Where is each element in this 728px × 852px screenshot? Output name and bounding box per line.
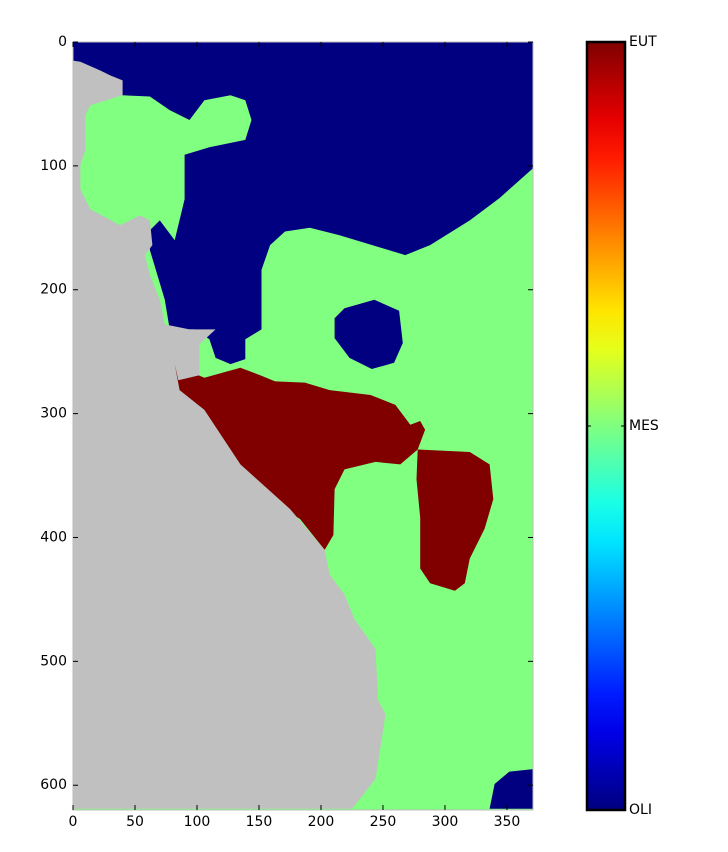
y-tick-label: 600 (40, 777, 67, 793)
y-tick-label: 400 (40, 529, 67, 545)
y-tick-label: 500 (40, 653, 67, 669)
region (416, 449, 494, 591)
y-tick-label: 200 (40, 282, 67, 298)
x-tick-label: 300 (432, 814, 459, 830)
region (73, 42, 533, 365)
x-tick-label: 250 (370, 814, 397, 830)
y-tick-label: 300 (40, 406, 67, 422)
region (174, 361, 426, 550)
colorbar-tick-label: MES (629, 418, 659, 434)
x-tick-label: 50 (126, 814, 144, 830)
x-tick-label: 0 (69, 814, 78, 830)
y-tick-label: 100 (40, 158, 67, 174)
region (489, 769, 533, 809)
colorbar-tick-label: EUT (629, 34, 657, 50)
x-tick-label: 350 (494, 814, 521, 830)
axes: 0 50 100 150 200 250 300 350 0 100 200 300 400 500 600… (40, 34, 659, 830)
y-tick-label: 0 (58, 34, 67, 50)
colorbar-tick-label: OLI (629, 802, 652, 818)
plot-frame (72, 41, 534, 811)
x-tick-label: 100 (184, 814, 211, 830)
land-mask (73, 60, 386, 809)
colorbar (585, 40, 627, 812)
region (334, 299, 403, 369)
image (73, 42, 533, 810)
x-tick-label: 150 (246, 814, 273, 830)
x-tick-label: 200 (308, 814, 335, 830)
